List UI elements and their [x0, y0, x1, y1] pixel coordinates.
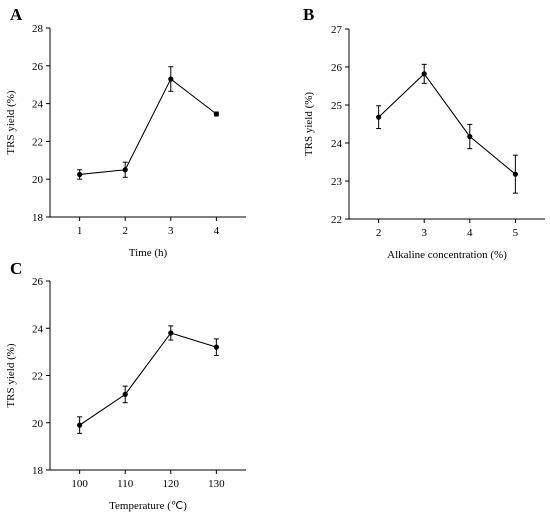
y-tick-label: 26 — [32, 276, 44, 288]
x-tick-label: 100 — [71, 478, 88, 490]
series-line — [378, 73, 516, 175]
y-tick-label: 20 — [32, 174, 44, 186]
x-tick-label: 110 — [117, 478, 134, 490]
y-tick-label: 22 — [331, 214, 342, 226]
y-tick-label: 18 — [32, 465, 44, 477]
data-point — [467, 133, 473, 140]
x-tick-label: 3 — [168, 225, 174, 237]
y-tick-label: 24 — [32, 323, 44, 335]
panel-letter: B — [303, 5, 314, 24]
y-tick-label: 18 — [32, 212, 44, 224]
series-line — [79, 332, 217, 426]
x-tick-label: 4 — [467, 227, 473, 239]
series-line — [79, 78, 217, 176]
data-point — [77, 422, 83, 428]
data-point — [213, 344, 219, 350]
panel-letter: C — [10, 259, 22, 278]
x-axis-title: Time (h) — [129, 247, 168, 259]
y-tick-label: 22 — [32, 136, 43, 148]
data-point — [512, 171, 518, 177]
y-tick-label: 20 — [32, 418, 44, 430]
data-point — [122, 391, 128, 397]
y-tick-label: 23 — [331, 176, 343, 188]
x-tick-label: 130 — [208, 478, 225, 490]
x-tick-label: 5 — [513, 227, 519, 239]
y-axis-title: TRS yield (%) — [303, 92, 315, 156]
x-tick-label: 2 — [122, 225, 128, 237]
data-point — [213, 111, 219, 117]
data-point — [168, 330, 174, 336]
y-tick-label: 22 — [32, 371, 43, 383]
y-axis-title: TRS yield (%) — [5, 90, 17, 154]
data-point — [168, 76, 174, 82]
panel-letter: A — [10, 5, 23, 24]
y-tick-label: 26 — [331, 62, 343, 74]
y-tick-label: 28 — [32, 23, 44, 35]
x-tick-label: 1 — [77, 225, 83, 237]
x-axis-title: Temperature (℃) — [109, 500, 187, 512]
y-tick-label: 24 — [331, 138, 343, 150]
data-point — [421, 71, 427, 77]
x-axis-title: Alkaline concentration (%) — [387, 249, 507, 261]
data-point — [376, 114, 382, 120]
y-tick-label: 26 — [32, 61, 44, 73]
x-tick-label: 2 — [376, 227, 382, 239]
x-tick-label: 4 — [214, 225, 220, 237]
y-axis-title: TRS yield (%) — [5, 343, 17, 407]
y-tick-label: 27 — [331, 24, 343, 36]
data-point — [77, 171, 83, 178]
y-tick-label: 25 — [331, 100, 343, 112]
y-tick-label: 24 — [32, 99, 44, 111]
x-tick-label: 120 — [163, 478, 180, 490]
data-point — [122, 167, 128, 173]
x-tick-label: 3 — [421, 227, 427, 239]
